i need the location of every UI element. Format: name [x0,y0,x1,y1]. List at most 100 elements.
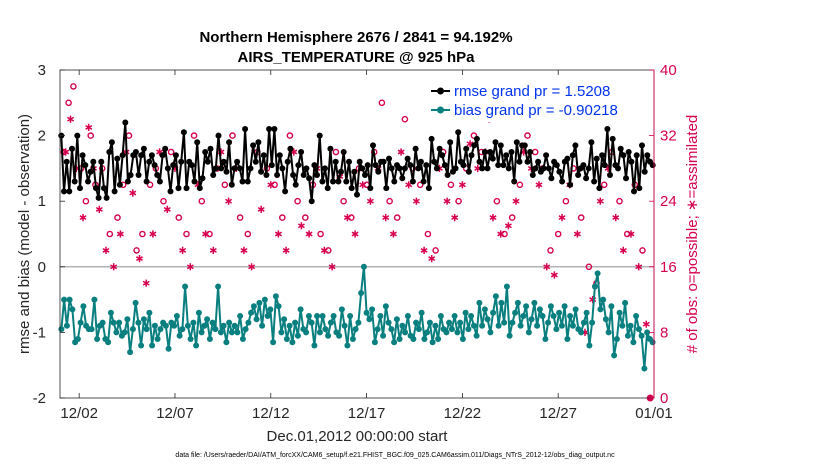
rmse-point [194,139,201,146]
obs-assimilated-point [79,214,87,222]
bias-point [495,322,502,329]
bias-point [492,293,499,300]
rmse-point [154,172,161,178]
rmse-point [135,172,142,178]
bias-point [382,303,389,310]
bias-point [360,263,367,270]
obs-assimilated-point [543,263,551,271]
bias-point [303,329,310,336]
rmse-point [218,165,225,172]
obs-assimilated-point [116,230,124,238]
bias-point [377,313,384,319]
rmse-point [452,165,459,172]
bias-point [553,326,560,333]
bias-point [138,342,145,349]
bias-point [305,313,312,319]
bias-point [630,339,637,346]
bias-point [58,326,65,333]
rmse-point [167,188,174,195]
obs-assimilated-point [142,279,150,287]
obs-assimilated-point [209,246,217,254]
bias-point [437,313,444,319]
rmse-point [484,165,491,172]
obs-assimilated-point [240,246,248,254]
obs-assimilated-point [149,230,157,238]
bias-point [578,329,585,336]
rmse-point [196,185,203,192]
bias-point [212,326,219,333]
obs-possible-point [493,197,501,205]
rmse-point [324,185,331,192]
rmse-point [639,142,645,149]
obs-assimilated-point [328,263,336,271]
bias-point [600,296,607,303]
bias-point [490,309,497,316]
bias-point [569,322,576,329]
bias-point [385,319,392,326]
bias-point [633,313,640,319]
rmse-point [340,149,347,155]
obs-assimilated-point [550,271,558,279]
obs-assimilated-point [225,197,233,205]
bias-point [627,322,634,329]
rmse-point [495,162,502,169]
obs-assimilated-point [512,197,520,205]
obs-assimilated-point [320,246,328,254]
y-axis-label-left: rmse and bias (model - observation) [16,114,33,354]
rmse-point [559,178,566,185]
obs-assimilated-point [257,205,265,213]
legend: rmse grand pr = 1.5208 bias grand pr = -… [427,80,651,122]
obs-possible-point [70,83,77,90]
obs-possible-point [393,214,401,221]
bias-point [116,319,123,326]
obs-assimilated-point [619,246,627,254]
bias-point [638,332,645,339]
bias-point [380,332,387,339]
obs-possible-point [386,197,393,205]
bias-point [393,316,400,323]
bias-point [245,319,252,326]
rmse-point [63,158,70,165]
obs-possible-point [340,197,347,205]
obs-assimilated-point [458,181,466,189]
y-tick-label-left: -1 [33,324,46,341]
rmse-point [572,142,579,149]
rmse-point [425,185,432,192]
x-tick-label: 12/22 [444,405,482,422]
obs-possible-point [508,214,516,221]
rmse-point [82,162,89,169]
bias-point [355,319,362,326]
obs-possible-point [114,214,121,221]
rmse-point [615,165,621,172]
bias-point [503,283,510,290]
bias-point [374,326,381,333]
obs-assimilated-point [627,230,635,238]
rmse-point [591,178,598,185]
rmse-point [548,175,555,182]
bias-point [457,319,464,326]
bias-point [363,309,370,316]
bias-point [426,319,433,326]
rmse-point [199,175,206,182]
bias-point [143,326,150,333]
bias-point [319,313,326,319]
obs-assimilated-point [428,255,436,263]
bias-point [69,306,76,313]
rmse-point [250,142,257,149]
obs-assimilated-point [297,222,305,230]
bias-point [179,326,186,333]
rmse-point [303,165,310,172]
rmse-point [244,178,251,185]
bias-point [91,296,98,303]
bias-point [556,309,563,316]
rmse-point [319,178,326,185]
chart-title-line1: Northern Hemisphere 2676 / 2841 = 94.192… [199,29,512,46]
bias-point [591,283,598,290]
bias-point [479,322,486,329]
rmse-point [175,185,182,192]
rmse-point [77,185,83,192]
rmse-point [649,162,656,169]
data-file-footnote: data file: /Users/raeder/DAI/ATM_forcXX/… [175,452,615,459]
bias-point [201,322,208,329]
rmse-point [527,149,534,155]
